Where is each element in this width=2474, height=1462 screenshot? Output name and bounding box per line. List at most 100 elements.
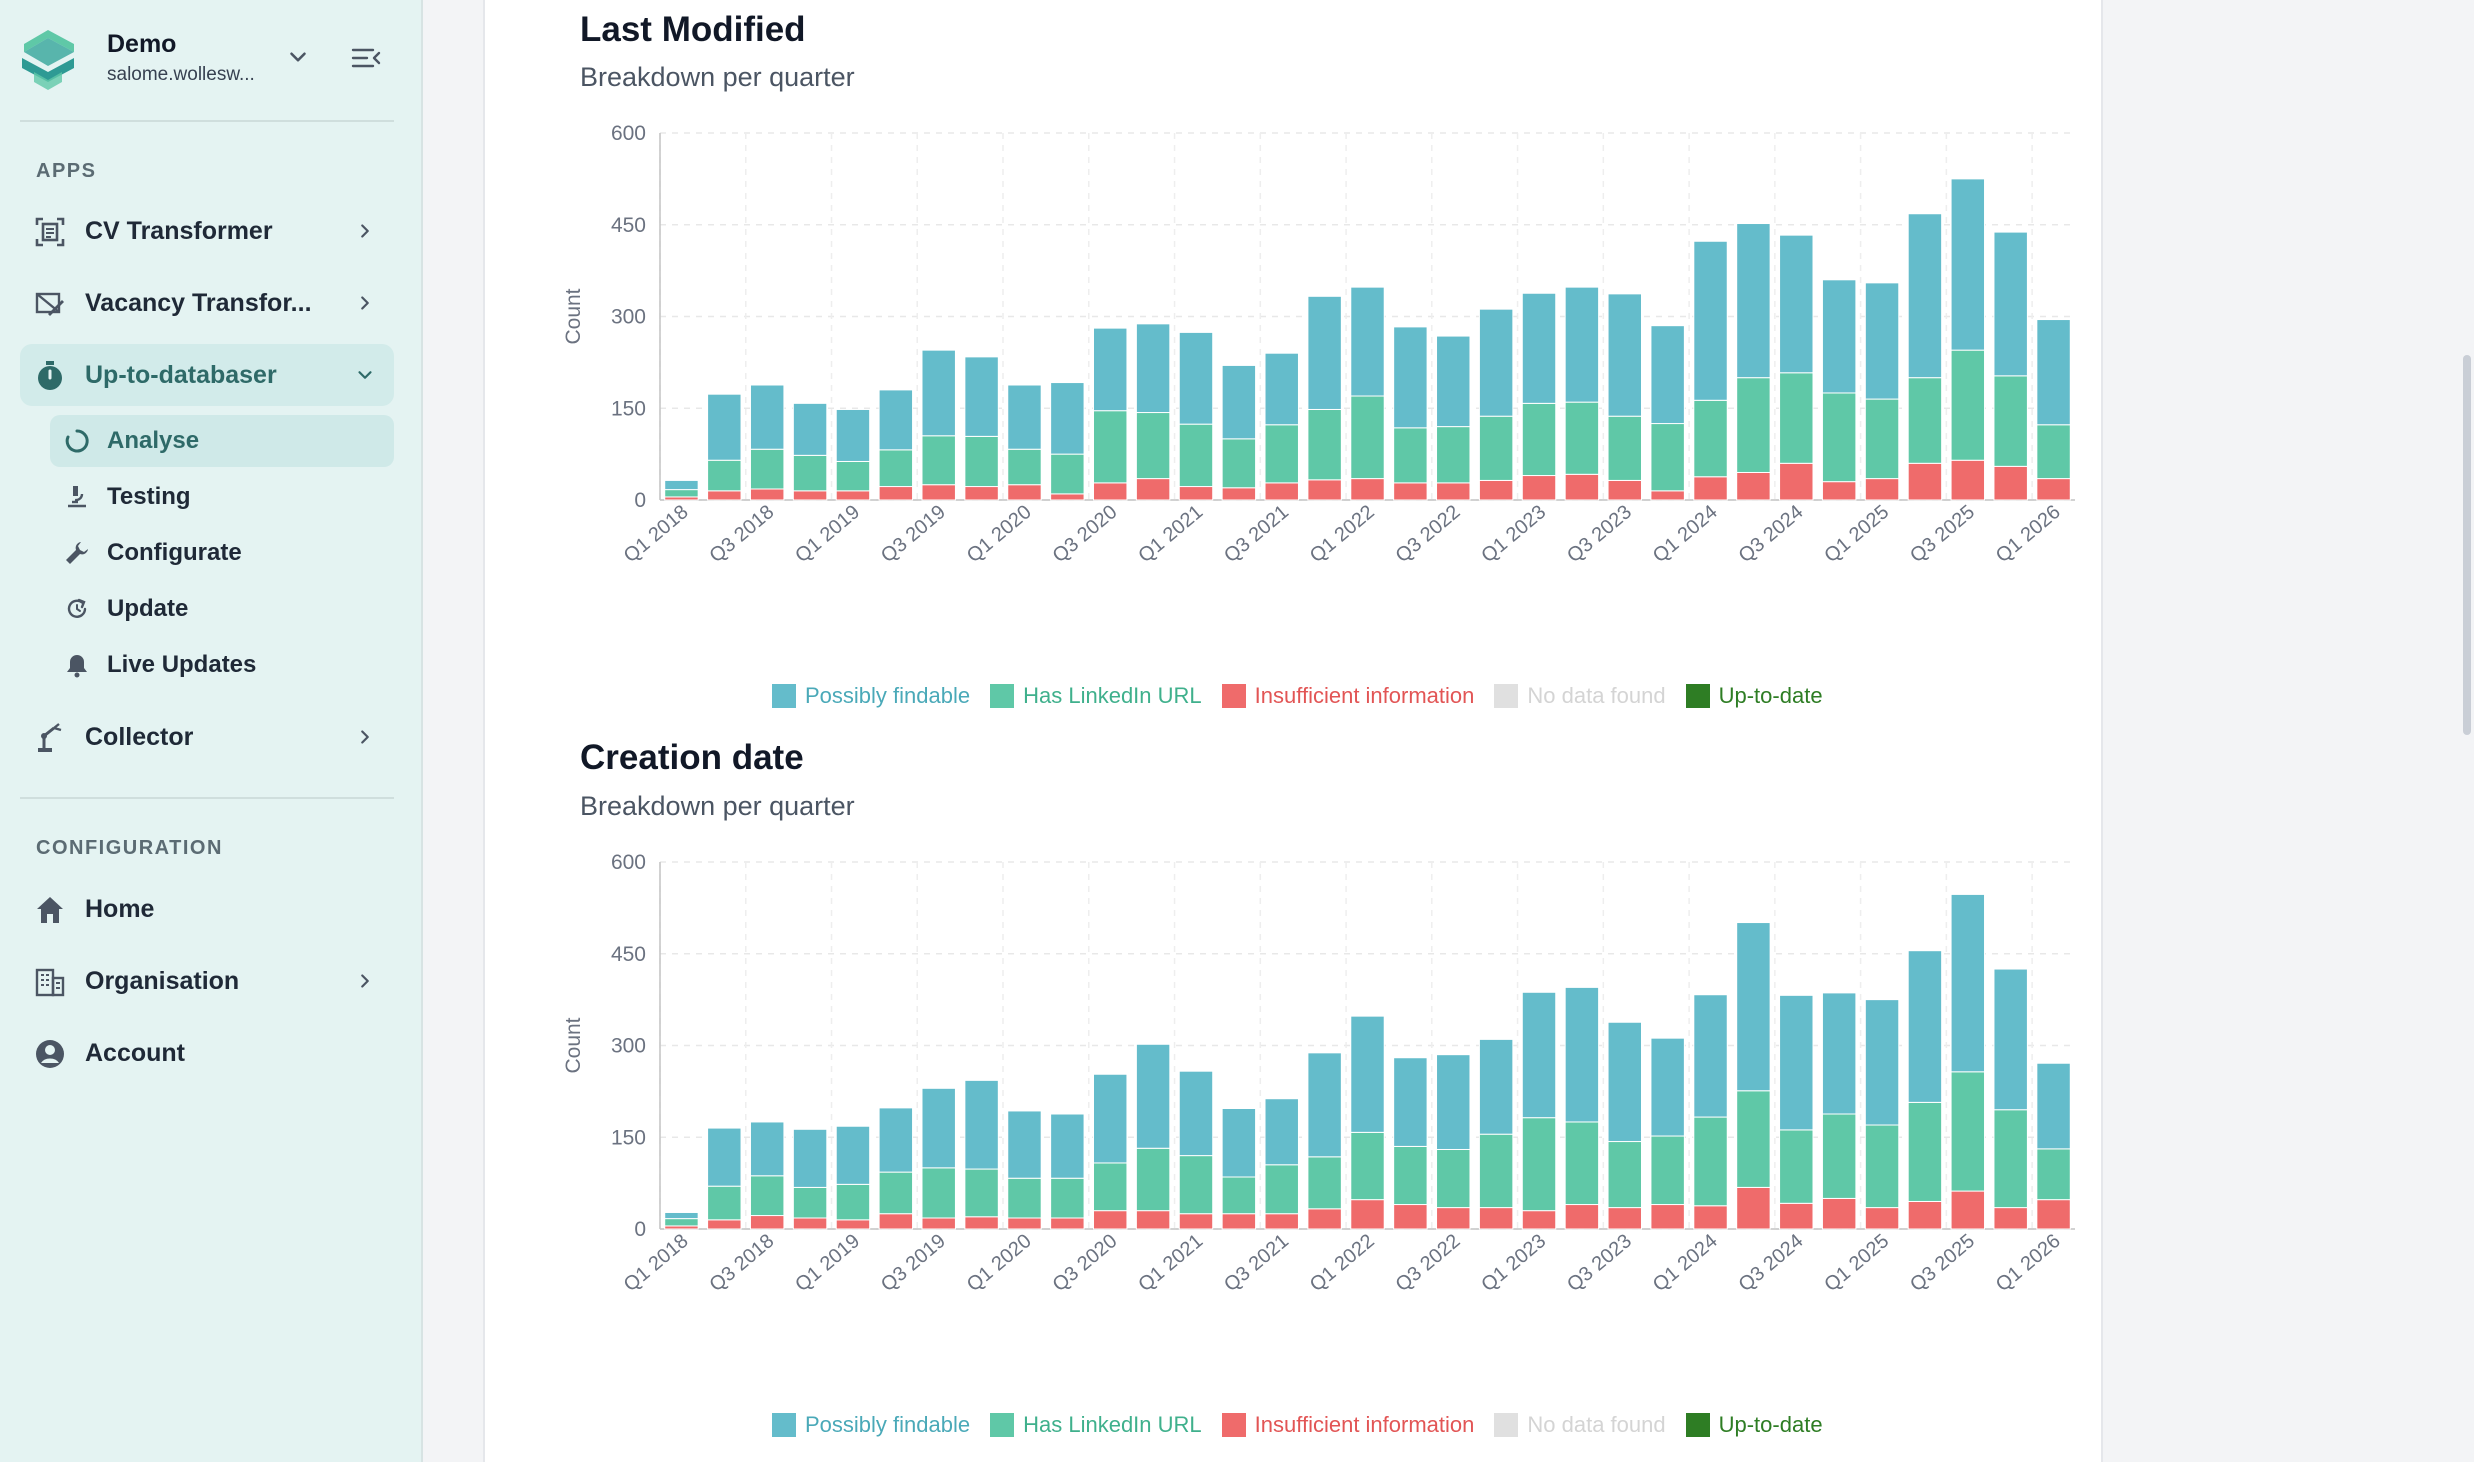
cv-icon: [35, 217, 65, 247]
nav-vacancy-transformer[interactable]: Vacancy Transfor...: [20, 272, 394, 334]
legend-item[interactable]: Up-to-date: [1685, 1412, 1823, 1438]
company-logo-icon[interactable]: [18, 28, 78, 92]
configuration-heading: CONFIGURATION: [36, 837, 223, 859]
nav-cv-transformer[interactable]: CV Transformer: [20, 200, 394, 262]
bar-segment: [1436, 426, 1471, 484]
bar-segment: [1007, 448, 1042, 486]
bar-segment: [1264, 1098, 1299, 1166]
bar-segment: [1864, 282, 1900, 400]
legend-swatch: [772, 684, 796, 708]
chart-title: Last Modified: [580, 10, 806, 49]
nav-collector[interactable]: Collector: [20, 706, 394, 768]
bar-segment: [921, 1217, 956, 1230]
legend-item[interactable]: Possibly findable: [772, 683, 970, 709]
legend-label: Insufficient information: [1254, 683, 1475, 708]
nav-up-to-databaser[interactable]: Up-to-databaser: [20, 344, 394, 406]
legend-item[interactable]: Insufficient information: [1221, 683, 1475, 709]
wrench-icon: [66, 542, 88, 564]
bar-segment: [1650, 1135, 1685, 1206]
subnav-update[interactable]: Update: [50, 583, 394, 635]
legend-label: No data found: [1527, 683, 1666, 708]
bar-segment: [964, 435, 999, 488]
nav-account[interactable]: Account: [20, 1022, 394, 1084]
y-tick-label: 300: [611, 1035, 646, 1058]
account-icon: [36, 1040, 64, 1068]
bar-segment: [1736, 1186, 1771, 1230]
bar-segment: [1993, 231, 2028, 377]
legend-label: Possibly findable: [805, 683, 971, 708]
bar-segment: [1907, 950, 1943, 1103]
bar-segment: [1221, 487, 1257, 501]
x-tick-label: Q1 2026: [1992, 501, 2065, 567]
legend-item[interactable]: Has LinkedIn URL: [990, 683, 1202, 709]
x-tick-label: Q1 2020: [963, 501, 1036, 567]
legend-item[interactable]: Possibly findable: [772, 1412, 970, 1438]
subnav-label: Configurate: [107, 539, 242, 566]
bar-segment: [749, 384, 785, 450]
bar-segment: [1221, 1176, 1257, 1215]
x-tick-label: Q3 2021: [1220, 1230, 1293, 1296]
bar-segment: [1564, 986, 1600, 1123]
legend-item[interactable]: Up-to-date: [1685, 683, 1823, 709]
bar-segment: [878, 389, 914, 451]
bar-segment: [921, 484, 956, 501]
bar-segment: [1264, 424, 1299, 484]
home-icon: [37, 897, 63, 923]
nav-organisation[interactable]: Organisation: [20, 950, 394, 1012]
bar-segment: [1178, 331, 1214, 425]
bar-segment: [1436, 482, 1471, 501]
bar-segment: [1650, 490, 1685, 501]
legend-swatch: [990, 684, 1015, 708]
sidebar: Demo salome.wollesw... APPS CV Transform…: [0, 0, 423, 1462]
subnav-configurate[interactable]: Configurate: [50, 527, 394, 579]
bar-segment: [921, 349, 956, 437]
bar-segment: [835, 1183, 871, 1221]
nav-home[interactable]: Home: [20, 878, 394, 940]
bar-segment: [1350, 478, 1385, 501]
bar-segment: [1607, 1207, 1642, 1230]
subnav-live-updates[interactable]: Live Updates: [50, 639, 394, 691]
bar-segment: [1821, 279, 1857, 394]
bar-segment: [749, 448, 785, 490]
y-axis-label: Count: [562, 288, 585, 344]
x-tick-label: Q3 2019: [877, 1230, 950, 1296]
scrollbar[interactable]: [2460, 0, 2474, 1462]
x-tick-label: Q1 2025: [1820, 1230, 1893, 1296]
collapse-sidebar-icon[interactable]: [350, 44, 382, 72]
bar-segment: [1693, 240, 1728, 401]
chart-subtitle: Breakdown per quarter: [580, 791, 855, 821]
chevron-down-icon[interactable]: [285, 44, 311, 70]
building-icon: [35, 968, 65, 997]
x-tick-label: Q1 2026: [1992, 1230, 2065, 1296]
org-name[interactable]: Demo: [107, 30, 177, 58]
subnav-analyse[interactable]: Analyse: [50, 415, 394, 467]
legend-item[interactable]: Insufficient information: [1221, 1412, 1474, 1438]
x-tick-label: Q3 2025: [1906, 501, 1979, 567]
scrollbar-thumb[interactable]: [2463, 355, 2471, 735]
legend-item[interactable]: Has LinkedIn URL: [990, 1412, 1202, 1438]
subnav-testing[interactable]: Testing: [50, 471, 394, 523]
bar-segment: [792, 1186, 828, 1219]
nav-label: Vacancy Transfor...: [85, 288, 312, 317]
bar-segment: [1907, 213, 1943, 379]
bar-segment: [792, 1128, 828, 1188]
bar-segment: [1607, 1021, 1642, 1143]
vacancy-icon: [35, 292, 64, 316]
bar-segment: [1393, 326, 1428, 429]
legend-item[interactable]: No data found: [1494, 1412, 1666, 1438]
bar-segment: [1993, 375, 2028, 467]
x-tick-label: Q3 2025: [1906, 1230, 1979, 1296]
bar-segment: [1650, 1204, 1685, 1230]
bar-segment: [1393, 1145, 1428, 1206]
x-tick-label: Q1 2025: [1820, 501, 1893, 567]
bar-segment: [964, 1168, 999, 1218]
bar-segment: [921, 1167, 956, 1219]
bar-segment: [1650, 325, 1685, 425]
bar-segment: [1650, 1037, 1685, 1137]
org-user-email[interactable]: salome.wollesw...: [107, 64, 255, 85]
bar-segment: [2036, 319, 2071, 426]
bar-segment: [1779, 994, 1814, 1131]
legend-item[interactable]: No data found: [1494, 683, 1666, 709]
